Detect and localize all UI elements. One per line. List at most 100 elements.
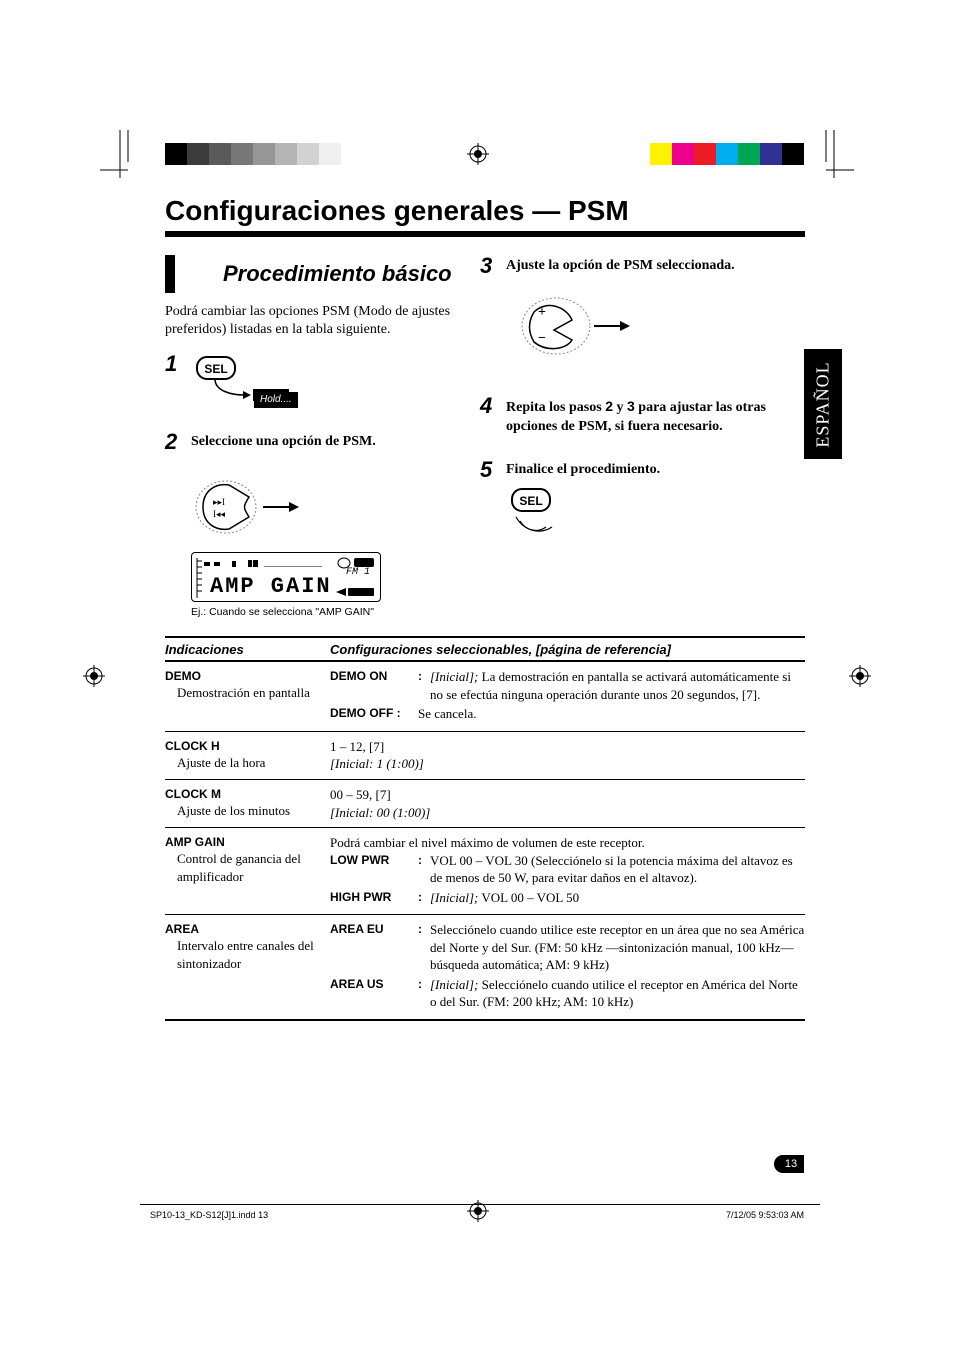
- hold-label: Hold....: [254, 392, 298, 408]
- setting-colon: :: [418, 921, 430, 974]
- row-key-sub: Control de ganancia del amplificador: [165, 850, 322, 885]
- sel-press-figure: SEL: [506, 487, 576, 542]
- setting-value: [Inicial]; La demostración en pantalla s…: [430, 668, 805, 703]
- step-3-body: Ajuste la opción de PSM seleccionada. + …: [506, 255, 735, 373]
- footer-left: SP10-13_KD-S12[J]1.indd 13: [150, 1210, 268, 1220]
- setting-line: AREA EU:Selecciónelo cuando utilice este…: [330, 921, 805, 974]
- table-row: CLOCK MAjuste de los minutos00 – 59, [7]…: [165, 780, 805, 827]
- section-header: Procedimiento básico: [165, 255, 460, 293]
- color-bars-cmyk: [628, 143, 804, 165]
- registration-mark-left: [83, 665, 105, 692]
- left-column: Procedimiento básico Podrá cambiar las o…: [165, 255, 460, 618]
- color-swatch: [319, 143, 341, 165]
- color-swatch: [209, 143, 231, 165]
- setting-value: VOL 00 – VOL 30 (Selecciónelo si la pote…: [430, 852, 805, 887]
- table-cell-indication: AREAIntervalo entre canales del sintoniz…: [165, 921, 330, 1013]
- step-1-number: 1: [165, 353, 191, 375]
- step-3-number: 3: [480, 255, 506, 277]
- setting-line: LOW PWR:VOL 00 – VOL 30 (Selecciónelo si…: [330, 852, 805, 887]
- language-tab: ESPAÑOL: [804, 349, 842, 459]
- registration-mark-right: [849, 665, 871, 692]
- row-plain-italic: [Inicial: 00 (1:00)]: [330, 804, 805, 822]
- setting-value: [Inicial]; VOL 00 – VOL 50: [430, 889, 805, 907]
- step-3-text: Ajuste la opción de PSM seleccionada.: [506, 258, 735, 273]
- step-4-number: 4: [480, 395, 506, 417]
- table-cell-indication: AMP GAINControl de ganancia del amplific…: [165, 834, 330, 908]
- rocker-vertical-icon: + −: [506, 286, 646, 366]
- table-row: AREAIntervalo entre canales del sintoniz…: [165, 915, 805, 1019]
- table-body: DEMODemostración en pantallaDEMO ON:[Ini…: [165, 662, 805, 1021]
- row-plain: 1 – 12, [7]: [330, 738, 805, 756]
- table-cell-settings: 00 – 59, [7][Inicial: 00 (1:00)]: [330, 786, 805, 821]
- color-swatch: [341, 143, 363, 165]
- step-4-body: Repita los pasos 2 y 3 para ajustar las …: [506, 395, 800, 437]
- crop-mark-top-left: [100, 130, 140, 185]
- table-row: DEMODemostración en pantallaDEMO ON:[Ini…: [165, 662, 805, 731]
- table-cell-indication: DEMODemostración en pantalla: [165, 668, 330, 725]
- table-row-rule: [165, 1019, 805, 1021]
- page-content: Configuraciones generales — PSM Procedim…: [165, 195, 805, 1021]
- step-4-ref2: 3: [627, 398, 635, 414]
- table-row: AMP GAINControl de ganancia del amplific…: [165, 828, 805, 914]
- display-segment-text: AMP GAIN: [210, 574, 332, 599]
- step-5-body: Finalice el procedimiento. SEL: [506, 459, 660, 550]
- setting-key: AREA US: [330, 976, 418, 1011]
- setting-line: AREA US:[Inicial]; Selecciónelo cuando u…: [330, 976, 805, 1011]
- row-key: DEMO: [165, 668, 322, 684]
- setting-colon: :: [418, 852, 430, 887]
- title-rule: [165, 231, 805, 237]
- table-header: Indicaciones Configuraciones seleccionab…: [165, 642, 805, 660]
- intro-text: Podrá cambiar las opciones PSM (Modo de …: [165, 303, 460, 339]
- setting-key: HIGH PWR: [330, 889, 418, 907]
- footer-rule: [140, 1204, 820, 1205]
- step-5: 5 Finalice el procedimiento. SEL: [480, 459, 800, 550]
- svg-text:I◂◂: I◂◂: [213, 509, 226, 519]
- step-1-body: SEL Hold....: [191, 353, 291, 429]
- color-bars-grayscale: [165, 143, 385, 165]
- page-number: 13: [774, 1155, 804, 1173]
- setting-line: DEMO OFF :Se cancela.: [330, 705, 805, 723]
- table-cell-indication: CLOCK HAjuste de la hora: [165, 738, 330, 773]
- svg-text:+: +: [538, 305, 546, 320]
- color-swatch: [650, 143, 672, 165]
- row-key: AMP GAIN: [165, 834, 322, 850]
- row-key-sub: Intervalo entre canales del sintonizador: [165, 937, 322, 972]
- right-column: 3 Ajuste la opción de PSM seleccionada. …: [480, 255, 800, 618]
- row-lead: Podrá cambiar el nivel máximo de volumen…: [330, 834, 805, 852]
- setting-line: DEMO ON:[Inicial]; La demostración en pa…: [330, 668, 805, 703]
- table-row: CLOCK HAjuste de la hora1 – 12, [7][Inic…: [165, 732, 805, 779]
- rocker-horizontal-icon: ▸▸I I◂◂: [191, 467, 331, 547]
- color-swatch: [275, 143, 297, 165]
- registration-mark-top: [467, 143, 489, 170]
- setting-key: DEMO OFF :: [330, 705, 418, 723]
- table-top-rule: [165, 636, 805, 638]
- color-swatch: [628, 143, 650, 165]
- display-left-scale: [194, 553, 208, 602]
- color-swatch: [716, 143, 738, 165]
- display-caption: Ej.: Cuando se selecciona "AMP GAIN": [191, 606, 460, 618]
- setting-colon: :: [418, 668, 430, 703]
- step-4: 4 Repita los pasos 2 y 3 para ajustar la…: [480, 395, 800, 437]
- step-2-body: Seleccione una opción de PSM.: [191, 431, 376, 452]
- table-cell-settings: Podrá cambiar el nivel máximo de volumen…: [330, 834, 805, 908]
- color-swatch: [253, 143, 275, 165]
- setting-colon: :: [418, 889, 430, 907]
- main-title: Configuraciones generales — PSM: [165, 195, 805, 227]
- display-bottom-badge-icon: [336, 587, 376, 599]
- table-header-col2: Configuraciones seleccionables, [página …: [330, 642, 805, 657]
- row-plain-italic: [Inicial: 1 (1:00)]: [330, 755, 805, 773]
- row-key: CLOCK H: [165, 738, 322, 754]
- row-key-sub: Demostración en pantalla: [165, 684, 322, 702]
- color-swatch: [694, 143, 716, 165]
- step-5-number: 5: [480, 459, 506, 481]
- display-meter-icon: [204, 559, 324, 567]
- row-key-sub: Ajuste de los minutos: [165, 802, 322, 820]
- row-key-sub: Ajuste de la hora: [165, 754, 322, 772]
- color-swatch: [782, 143, 804, 165]
- color-swatch: [187, 143, 209, 165]
- table-cell-settings: DEMO ON:[Inicial]; La demostración en pa…: [330, 668, 805, 725]
- table-cell-settings: AREA EU:Selecciónelo cuando utilice este…: [330, 921, 805, 1013]
- setting-key: AREA EU: [330, 921, 418, 974]
- row-plain: 00 – 59, [7]: [330, 786, 805, 804]
- step-2: 2 Seleccione una opción de PSM.: [165, 431, 460, 453]
